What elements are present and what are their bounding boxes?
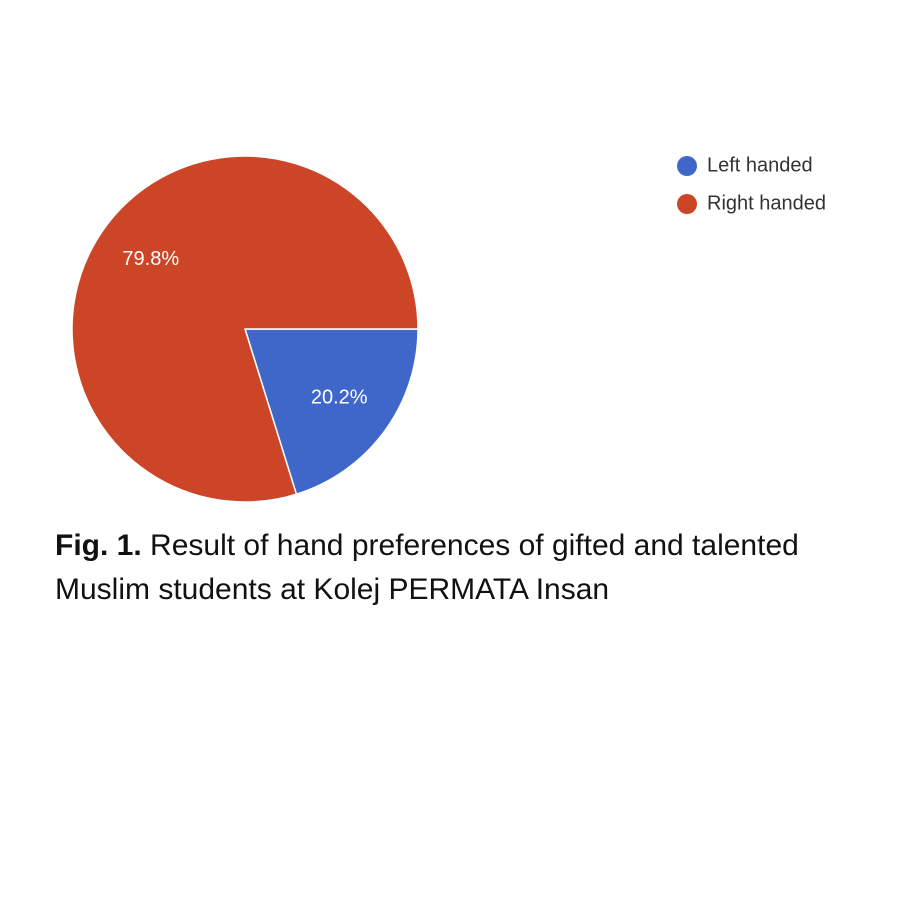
pie-slice (243, 328, 419, 496)
caption-label: Fig. 1. (55, 529, 142, 562)
slice-label: 79.8% (122, 248, 179, 270)
pie-slice (71, 155, 419, 503)
legend-label: Left handed (707, 154, 813, 176)
legend-swatch (677, 194, 697, 214)
figure-caption: Fig. 1. Result of hand preferences of gi… (55, 524, 855, 612)
legend-swatch (677, 156, 697, 176)
caption-text: Result of hand preferences of gifted and… (55, 529, 799, 606)
slice-label: 20.2% (311, 387, 368, 409)
legend-label: Right handed (707, 192, 826, 214)
chart: 20.2% 79.8% Left handed Right handed (71, 154, 826, 503)
